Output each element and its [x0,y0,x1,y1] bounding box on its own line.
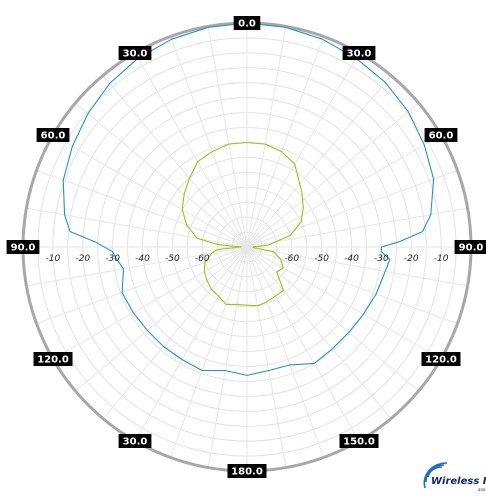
radial-tick-label: -30 [105,254,120,264]
angle-label-text: 150.0 [343,437,375,448]
radial-tick-label: -40 [344,254,359,264]
angle-label-box [118,433,152,448]
grid-spoke [246,246,468,287]
angle-tick-label: 60.0 [424,128,458,142]
grid-spoke [169,36,248,248]
grid-spoke [26,246,248,287]
angle-tick-label: 0.0 [233,16,261,30]
grid-spoke [26,207,248,248]
grid-spoke [52,246,248,360]
radial-tick-label: -20 [75,254,90,264]
radial-tick-label: -60 [195,254,210,264]
grid-spoke [102,75,248,248]
grid-spoke [207,26,248,248]
angle-label-text: 60.0 [41,131,66,142]
radial-tick-label: -60 [284,254,299,264]
company-logo: Wireless Instru ano [423,462,486,492]
logo-subtext: ano [478,487,486,492]
grid-spoke [246,246,325,458]
series-line [62,22,435,376]
angle-label-text: 30.0 [123,437,148,448]
angle-tick-label: 90.0 [454,240,486,254]
polar-grid [21,21,473,473]
radial-tick-label: -20 [404,254,419,264]
radial-tick-label: -30 [374,254,389,264]
grid-spoke [75,246,248,392]
angle-label-box [227,464,267,478]
grid-spoke [169,246,248,458]
series-line [181,141,304,307]
angle-label-text: 120.0 [425,355,457,366]
grid-spoke [246,246,458,325]
angle-label-box [421,352,461,366]
grid-spoke [246,102,419,248]
radial-tick-label: -10 [46,254,61,264]
angle-tick-label: 30.0 [118,433,152,448]
angle-label-text: 60.0 [429,131,454,142]
grid-spoke [246,246,360,442]
radial-tick-label: -50 [165,254,180,264]
angle-tick-label: 180.0 [227,464,267,478]
grid-spoke [36,169,248,248]
angle-tick-label: 30.0 [342,46,376,61]
angle-label-text: 120.0 [37,355,69,366]
angle-label-box [424,128,458,142]
angle-label-text: 90.0 [459,243,484,254]
angle-label-box [36,128,70,142]
radial-tick-label: -50 [314,254,329,264]
grid-spoke [207,246,248,468]
grid-spoke [134,246,248,442]
grid-spoke [246,75,392,248]
grid-spoke [246,36,325,248]
radial-tick-labels: -10 -10 -20 -20 -30 -30 -40 -40 -50 -50 -60 -60 [46,254,449,264]
angle-label-box [233,16,261,30]
logo-text: Wireless Instru [431,476,486,487]
angle-tick-label: 120.0 [421,352,461,366]
grid-spoke [246,134,442,248]
angle-label-text: 90.0 [11,243,36,254]
grid-spoke [246,246,419,392]
grid-spoke [246,246,287,468]
angle-tick-label: 120.0 [33,352,73,366]
grid-spoke [134,52,248,248]
grid-spoke [246,169,458,248]
radial-tick-label: -10 [434,254,449,264]
grid-spoke [102,246,248,419]
angle-label-text: 180.0 [231,467,263,478]
series-layer [62,22,435,376]
angle-label-box [339,433,379,448]
angle-label-box [454,240,486,254]
grid-spoke [246,246,442,360]
angle-label-box [33,352,73,366]
angle-tick-label: 90.0 [6,240,40,254]
angle-tick-labels: 0.0 30.0 60.0 90.0 120.0 150.0 180.0 30.0 120.0 9… [6,16,486,478]
angle-label-box [342,46,376,61]
grid-spoke [75,102,248,248]
grid-spoke [52,134,248,248]
angle-label-text: 0.0 [238,19,256,30]
radial-tick-label: -40 [135,254,150,264]
grid-spoke [246,246,392,419]
angle-label-text: 30.0 [123,49,148,60]
angle-tick-label: 30.0 [118,46,152,61]
logo-swirl-icon [423,462,448,489]
grid-spoke [246,52,360,248]
angle-label-box [118,46,152,61]
angle-label-box [6,240,40,254]
angle-tick-label: 60.0 [36,128,70,142]
grid-spoke [246,26,287,248]
angle-tick-label: 150.0 [339,433,379,448]
grid-spoke [36,246,248,325]
angle-label-text: 30.0 [347,49,372,60]
